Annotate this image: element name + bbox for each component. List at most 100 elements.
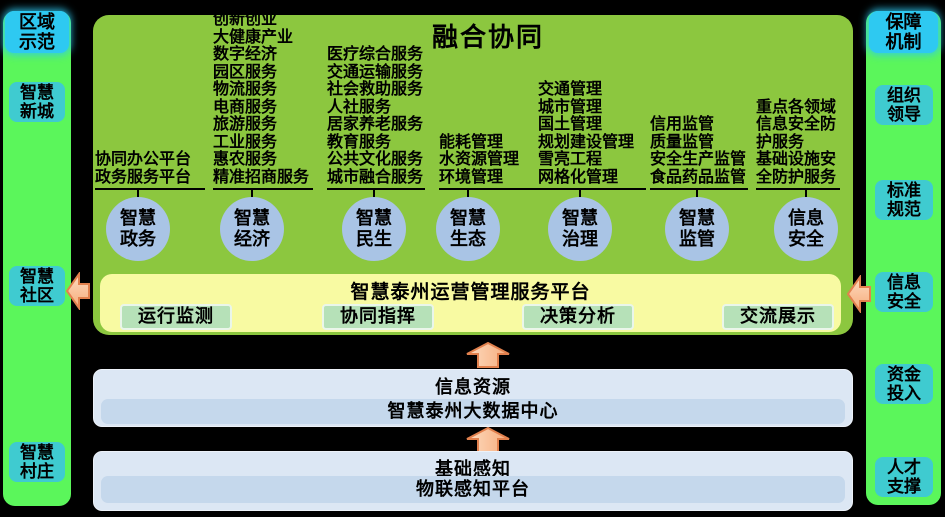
service-item: 交通运输服务 — [327, 63, 424, 81]
circle-label: 智慧生态 — [450, 208, 486, 249]
arrow-left-icon — [66, 272, 90, 310]
column-zhili-services: 交通管理 城市管理 国土管理 规划建设管理 雪亮工程 网格化管理 — [538, 81, 646, 190]
iot-platform-box: 物联感知平台 — [101, 476, 845, 503]
service-item: 环境管理 — [439, 168, 504, 186]
circle-zhihui-zhili: 智慧治理 — [548, 197, 612, 261]
connector-line — [696, 190, 698, 198]
region-demo-header: 区域示范 — [5, 11, 69, 53]
service-item: 工业服务 — [213, 133, 278, 151]
arrow-up-icon — [466, 342, 510, 368]
service-item: 水资源管理 — [439, 151, 520, 168]
column-jingji-services: 创新创业 大健康产业 数字经济 园区服务 物流服务 电商服务 旅游服务 工业服务… — [213, 11, 313, 190]
region-demo-header-label: 区域示范 — [19, 12, 55, 52]
layer-title: 信息资源 — [435, 377, 511, 397]
circle-zhihui-zhengwu: 智慧政务 — [106, 197, 170, 261]
connector-line — [373, 190, 375, 198]
connector-line — [137, 190, 139, 198]
service-item: 安全生产监管 — [650, 151, 747, 168]
sidebar-item-label: 智慧新城 — [20, 83, 54, 121]
button-exchange-display: 交流展示 — [722, 304, 834, 330]
fusion-panel-title: 融合协同 — [431, 22, 545, 52]
sidebar-item-talent: 人才支撑 — [875, 457, 933, 497]
service-item: 质量监管 — [650, 133, 715, 151]
layer-basic-perception: 基础感知 物联感知平台 — [93, 451, 853, 511]
arrow-up-icon — [466, 427, 510, 453]
column-zhengwu-services: 协同办公平台 政务服务平台 — [95, 151, 205, 190]
circle-zhihui-jianguan: 智慧监管 — [665, 197, 729, 261]
big-data-center-box: 智慧泰州大数据中心 — [101, 399, 845, 424]
circle-label: 智慧经济 — [234, 208, 270, 249]
sidebar-item-standards: 标准规范 — [875, 180, 933, 220]
circle-label: 智慧民生 — [356, 208, 392, 249]
layer-information-resource: 信息资源 智慧泰州大数据中心 — [93, 369, 853, 427]
circle-label: 信息安全 — [788, 208, 824, 249]
service-item: 园区服务 — [213, 63, 278, 81]
sidebar-item-info-security: 信息安全 — [875, 272, 933, 312]
service-item: 食品药品监管 — [650, 168, 747, 186]
sidebar-item-label: 组织领导 — [887, 86, 921, 124]
sidebar-item-org-leadership: 组织领导 — [875, 85, 933, 125]
sidebar-item-label: 信息安全 — [887, 273, 921, 311]
service-item: 人社服务 — [327, 98, 392, 116]
circle-xinxi-anquan: 信息安全 — [774, 197, 838, 261]
button-collaborative-command: 协同指挥 — [322, 304, 434, 330]
service-item: 城市管理 — [538, 98, 603, 116]
service-item: 交通管理 — [538, 81, 603, 98]
operation-platform-box: 智慧泰州运营管理服务平台 运行监测 协同指挥 决策分析 交流展示 — [100, 274, 841, 332]
sidebar-item-label: 资金投入 — [887, 365, 921, 403]
column-jianguan-services: 信用监管 质量监管 安全生产监管 食品药品监管 — [650, 116, 748, 190]
service-item: 公共文化服务 — [327, 151, 424, 168]
arrow-left-icon — [847, 275, 871, 313]
sidebar-item-smart-newtown: 智慧新城 — [9, 82, 65, 122]
column-minsheng-services: 医疗综合服务 交通运输服务 社会救助服务 人社服务 居家养老服务 教育服务 公共… — [327, 46, 425, 190]
service-item: 城市融合服务 — [327, 168, 424, 186]
service-item: 网格化管理 — [538, 168, 619, 186]
region-demo-sidebar: 区域示范 智慧新城 智慧社区 智慧村庄 — [3, 11, 71, 506]
sidebar-item-label: 人才支撑 — [887, 458, 921, 496]
service-item: 社会救助服务 — [327, 81, 424, 98]
service-item: 医疗综合服务 — [327, 46, 424, 63]
connector-line — [467, 190, 469, 198]
sidebar-item-smart-community: 智慧社区 — [9, 266, 65, 306]
circle-zhihui-minsheng: 智慧民生 — [342, 197, 406, 261]
safeguard-header: 保障机制 — [869, 11, 938, 53]
sidebar-item-funding: 资金投入 — [875, 364, 933, 404]
service-item: 规划建设管理 — [538, 133, 635, 151]
operation-platform-title: 智慧泰州运营管理服务平台 — [350, 282, 591, 303]
sidebar-item-label: 智慧社区 — [20, 267, 54, 305]
service-item: 信用监管 — [650, 116, 715, 133]
service-item: 旅游服务 — [213, 116, 278, 133]
service-item: 大健康产业 — [213, 28, 294, 46]
service-item: 协同办公平台 — [95, 151, 192, 168]
service-item: 精准招商服务 — [213, 168, 310, 186]
service-item: 国土管理 — [538, 116, 603, 133]
circle-label: 智慧监管 — [679, 208, 715, 249]
circle-zhihui-jingji: 智慧经济 — [220, 197, 284, 261]
service-item: 雪亮工程 — [538, 151, 603, 168]
service-item: 电商服务 — [213, 98, 278, 116]
column-shengtai-services: 能耗管理 水资源管理 环境管理 — [439, 133, 539, 190]
service-item: 居家养老服务 — [327, 116, 424, 133]
sidebar-item-label: 智慧村庄 — [20, 443, 54, 481]
button-decision-analysis: 决策分析 — [522, 304, 634, 330]
service-item: 能耗管理 — [439, 133, 504, 151]
connector-line — [579, 190, 581, 198]
sidebar-item-label: 标准规范 — [887, 181, 921, 219]
circle-zhihui-shengtai: 智慧生态 — [436, 197, 500, 261]
safeguard-header-label: 保障机制 — [885, 12, 922, 52]
connector-line — [251, 190, 253, 198]
service-item: 惠农服务 — [213, 151, 278, 168]
service-item: 数字经济 — [213, 46, 278, 63]
service-item: 教育服务 — [327, 133, 392, 151]
service-item: 创新创业 — [213, 11, 278, 28]
circle-label: 智慧治理 — [562, 208, 598, 249]
service-item: 政务服务平台 — [95, 168, 192, 186]
column-anquan-services: 重点各领域信息安全防护服务 基础设施安全防护服务 — [756, 99, 840, 190]
circle-label: 智慧政务 — [120, 208, 156, 249]
service-item: 物流服务 — [213, 81, 278, 98]
service-item: 基础设施安全防护服务 — [756, 151, 837, 186]
button-operation-monitoring: 运行监测 — [120, 304, 232, 330]
layer-title: 基础感知 — [435, 459, 511, 479]
connector-line — [805, 190, 807, 198]
